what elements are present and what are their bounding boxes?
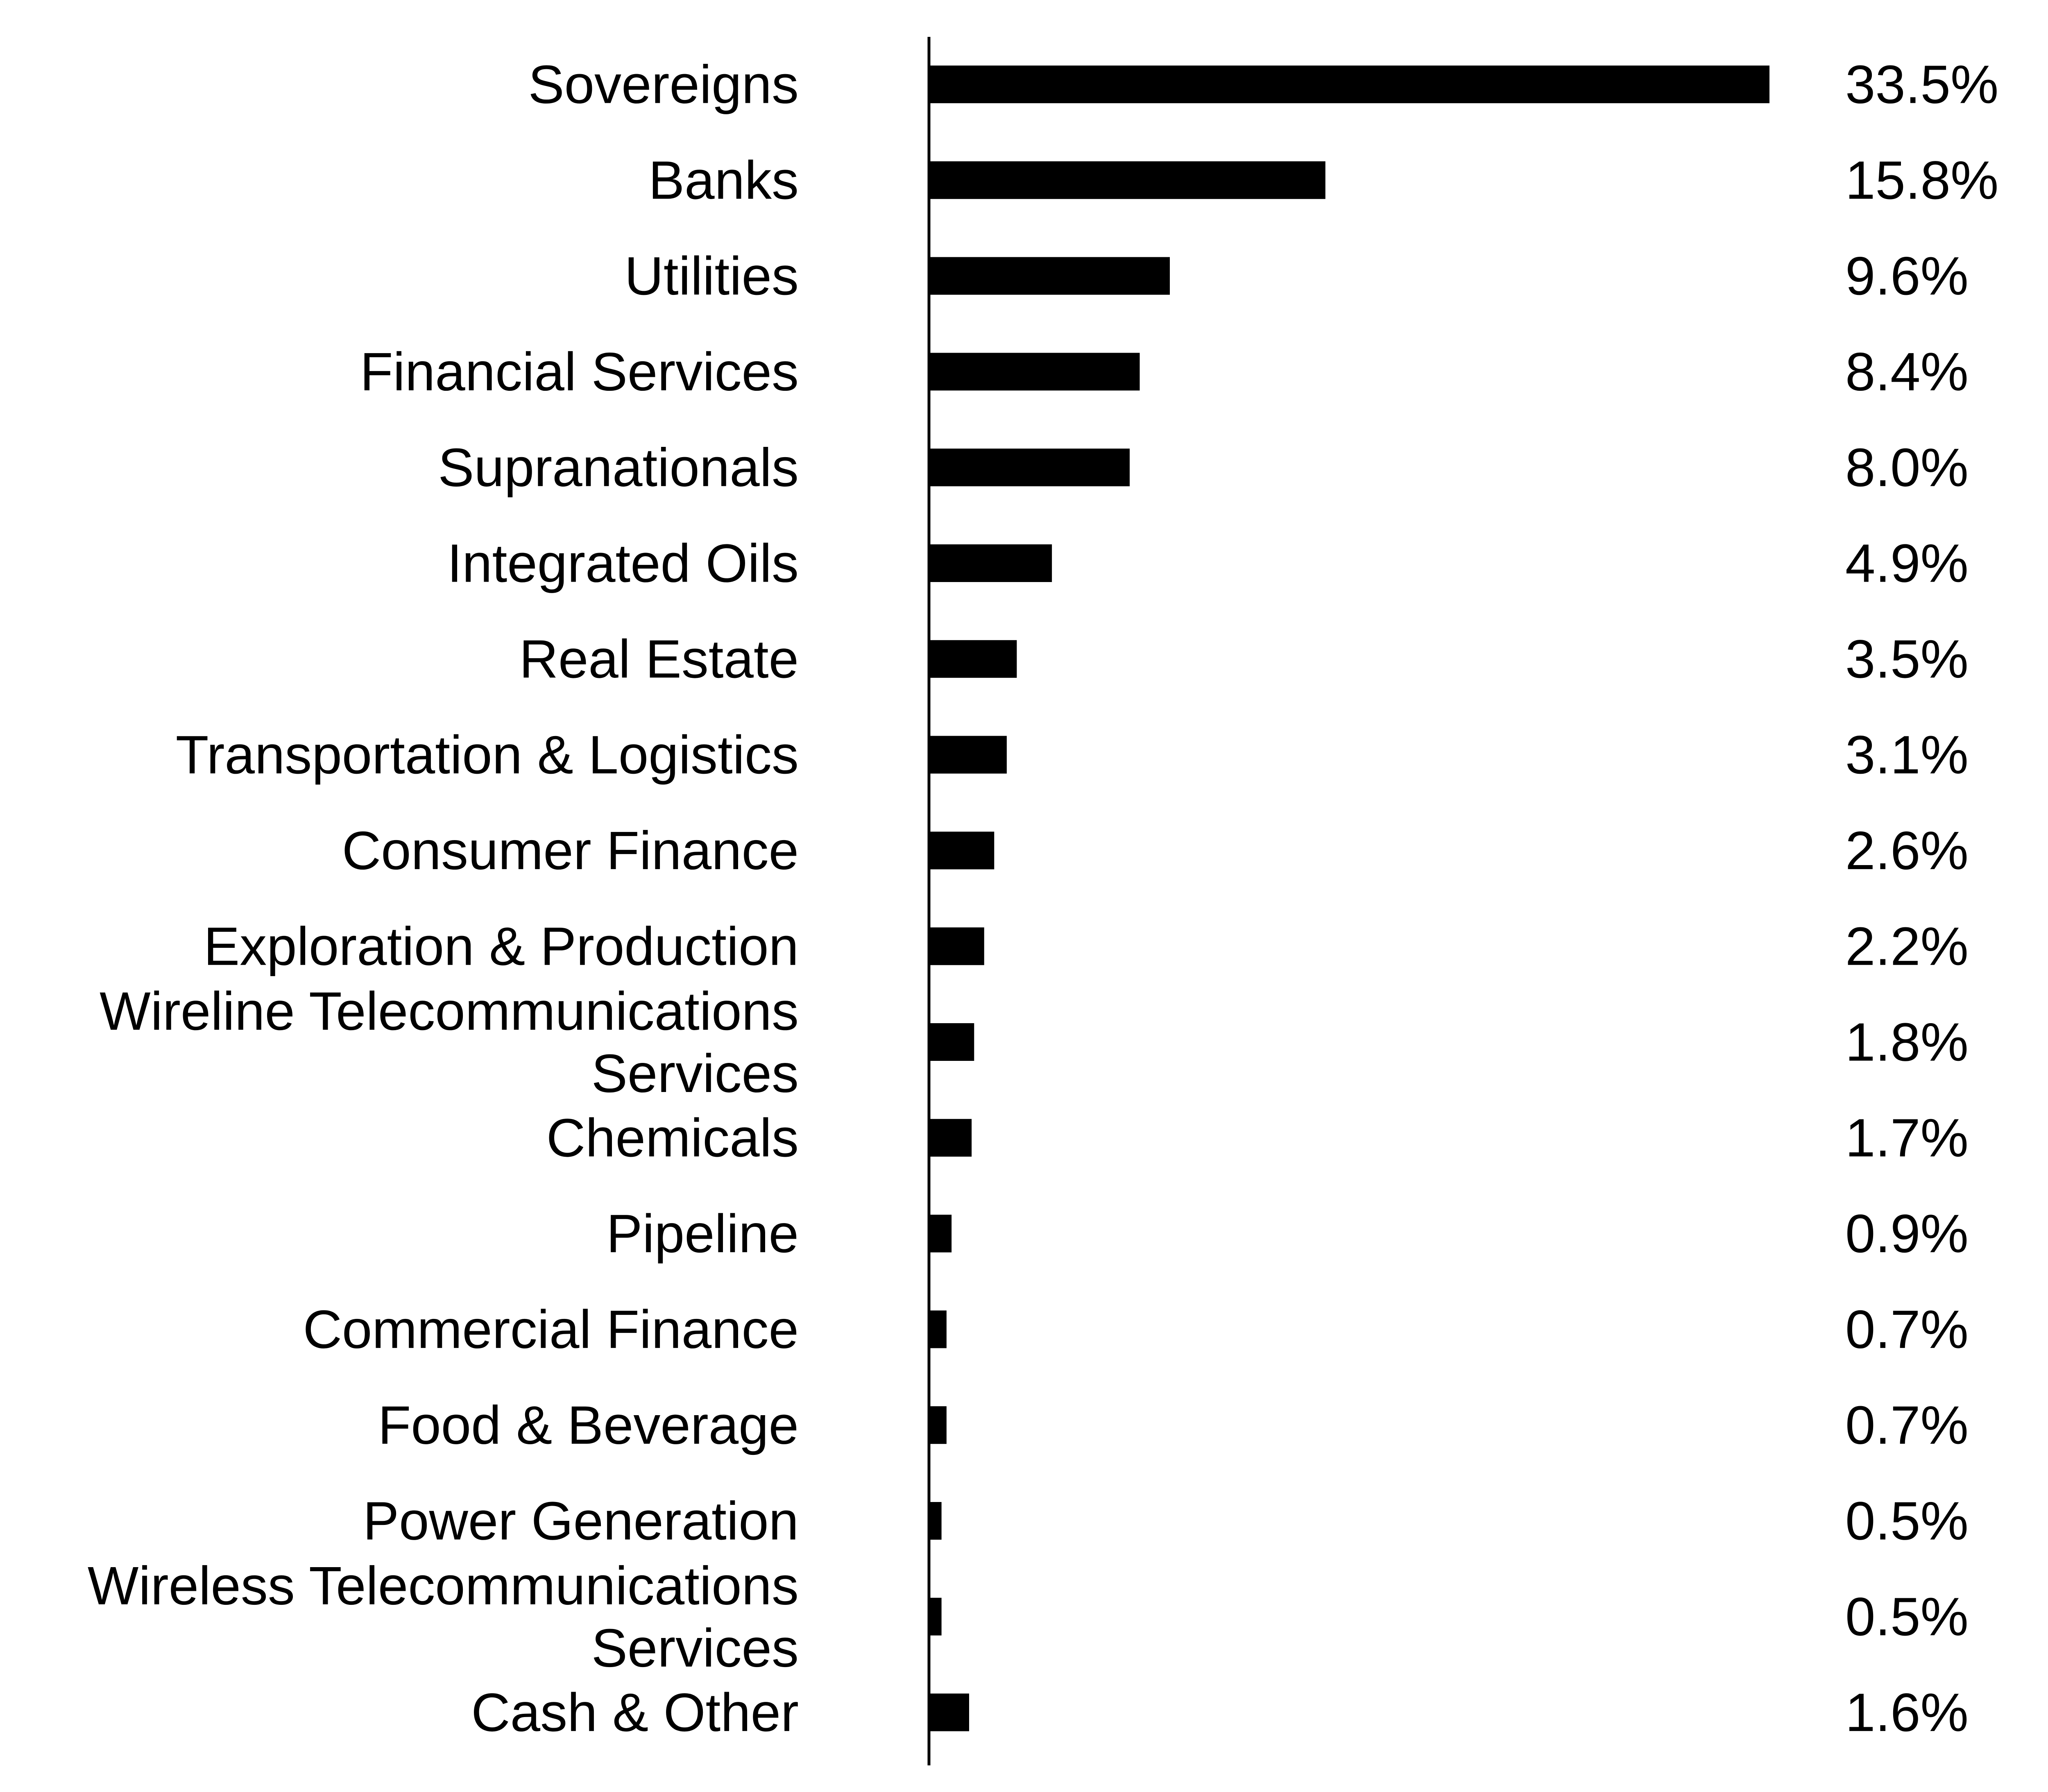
bar — [929, 1119, 972, 1157]
category-label: Wireless Telecommunications Services — [88, 1555, 799, 1678]
category-label: Pipeline — [606, 1203, 799, 1264]
category-label: Real Estate — [519, 629, 799, 689]
value-label: 0.5% — [1845, 1491, 1969, 1551]
value-label: 0.7% — [1845, 1395, 1969, 1455]
category-label: Supranationals — [438, 437, 799, 498]
value-label: 15.8% — [1845, 150, 1998, 210]
category-label-group: Sovereigns Banks Utilities Financial Servic… — [88, 54, 799, 1743]
value-label-group: 33.5% 15.8% 9.6% 8.4% 8.0% 4.9% 3.5% 3.1% 2.6% 2.… — [1845, 54, 1998, 1743]
bar — [929, 544, 1052, 582]
bar — [929, 66, 1769, 103]
value-label: 0.5% — [1845, 1586, 1969, 1647]
bar — [929, 736, 1007, 774]
bar — [929, 927, 984, 965]
bar — [929, 1214, 952, 1253]
bar — [929, 449, 1130, 487]
category-label: Consumer Finance — [342, 820, 799, 881]
category-label: Utilities — [625, 246, 799, 306]
bar — [929, 1693, 970, 1731]
bar — [929, 1023, 974, 1061]
bar — [929, 1502, 942, 1540]
bar — [929, 353, 1140, 391]
bar — [929, 1310, 947, 1348]
category-label: Sovereigns — [528, 54, 799, 115]
category-label: Exploration & Production — [204, 916, 799, 976]
value-label: 2.2% — [1845, 916, 1969, 976]
bar — [929, 831, 995, 870]
value-label: 3.5% — [1845, 629, 1969, 689]
value-label: 1.8% — [1845, 1012, 1969, 1072]
bar — [929, 640, 1017, 678]
value-label: 1.6% — [1845, 1682, 1969, 1742]
category-label: Wireline Telecommunications Services — [100, 981, 799, 1103]
category-label: Banks — [648, 150, 799, 210]
value-label: 0.7% — [1845, 1299, 1969, 1359]
bar — [929, 1597, 942, 1636]
value-label: 1.7% — [1845, 1108, 1969, 1168]
value-label: 8.0% — [1845, 437, 1969, 498]
bar — [929, 257, 1170, 295]
category-label: Commercial Finance — [303, 1299, 799, 1359]
category-label: Chemicals — [546, 1108, 799, 1168]
value-label: 8.4% — [1845, 342, 1969, 402]
bar-group — [929, 66, 1769, 1731]
bar — [929, 161, 1325, 199]
value-label: 2.6% — [1845, 820, 1969, 881]
value-label: 0.9% — [1845, 1203, 1969, 1264]
category-label: Transportation & Logistics — [176, 725, 799, 785]
bar — [929, 1406, 947, 1444]
category-label: Cash & Other — [471, 1682, 799, 1742]
category-label: Power Generation — [363, 1491, 799, 1551]
value-label: 33.5% — [1845, 54, 1998, 115]
value-label: 9.6% — [1845, 246, 1969, 306]
category-label: Integrated Oils — [447, 533, 799, 594]
category-label: Food & Beverage — [378, 1395, 799, 1455]
value-label: 3.1% — [1845, 725, 1969, 785]
category-label: Financial Services — [360, 342, 799, 402]
value-label: 4.9% — [1845, 533, 1969, 594]
